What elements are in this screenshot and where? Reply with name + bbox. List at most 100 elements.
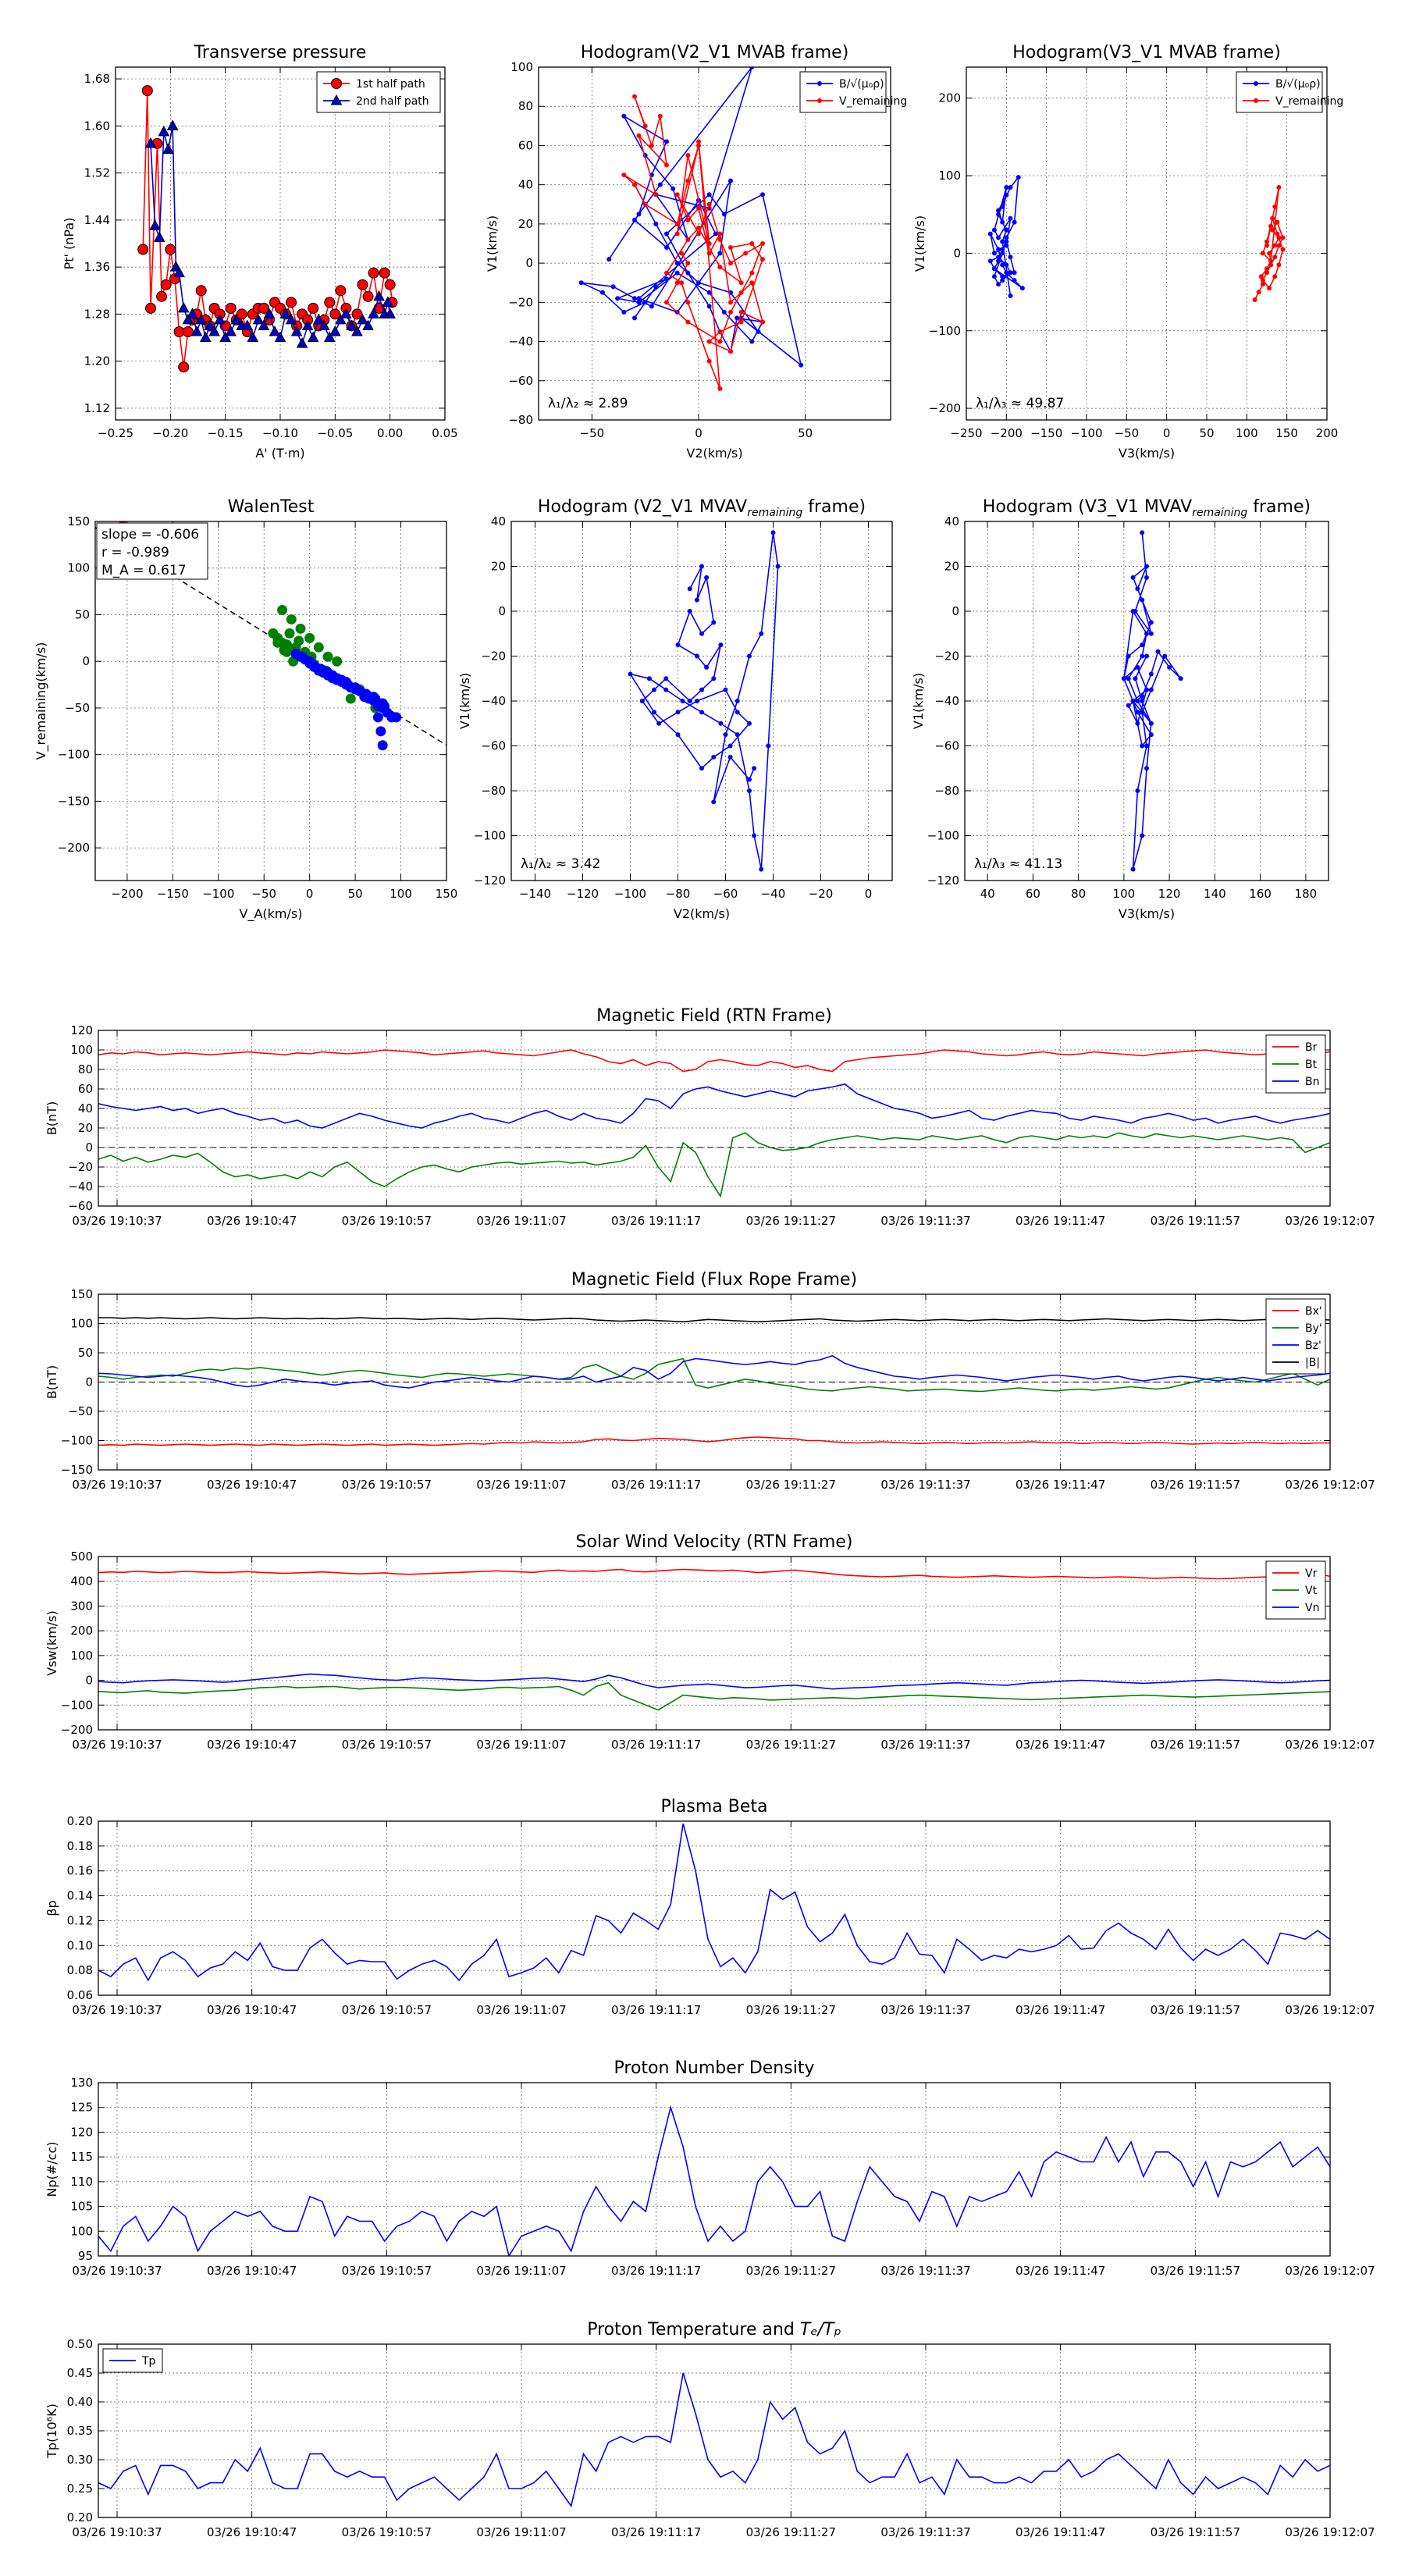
- data-point: [694, 699, 699, 703]
- data-point: [760, 257, 765, 262]
- chart-mag-fr: −150 −100 −50 0 50 100 150 03/26 19:10:37 03/26 …: [44, 1270, 1375, 1492]
- chart-title: WalenTest: [228, 497, 315, 517]
- chart-title: Magnetic Field (Flux Rope Frame): [571, 1270, 857, 1290]
- chart-proton-density: 95 100 105 110 115 120 125 130 03/26 19:10:37 03/…: [44, 2058, 1375, 2278]
- y-tick-label: 0.06: [67, 1988, 93, 2002]
- data-point: [335, 285, 347, 297]
- data-point: [359, 688, 370, 699]
- y-tick-label: 60: [518, 138, 533, 152]
- legend-marker: [331, 78, 342, 89]
- x-tick-label: 03/26 19:11:27: [746, 1738, 836, 1752]
- data-point: [1270, 227, 1275, 233]
- data-point: [600, 290, 605, 295]
- data-point: [996, 235, 1001, 240]
- y-axis-label: V1(km/s): [457, 673, 472, 729]
- data-point: [699, 710, 704, 715]
- data-point: [1008, 215, 1013, 221]
- y-tick-label: 40: [518, 178, 533, 192]
- x-tick-label: 03/26 19:11:17: [611, 2003, 701, 2017]
- data-point: [156, 290, 168, 302]
- y-tick-label: 200: [70, 1624, 93, 1638]
- data-point: [636, 296, 642, 301]
- y-tick-label: 125: [70, 2101, 93, 2115]
- chart-title: Hodogram (V2_V1 MVAVremaining frame): [538, 497, 866, 519]
- data-point: [996, 254, 1001, 260]
- data-point: [706, 358, 712, 364]
- data-point: [636, 300, 642, 305]
- data-point: [653, 284, 659, 290]
- x-tick-label: 180: [1295, 887, 1318, 901]
- x-tick-label: −0.25: [98, 426, 133, 440]
- data-point: [173, 266, 185, 278]
- y-tick-label: −80: [934, 784, 959, 798]
- x-tick-label: 0: [695, 426, 702, 440]
- data-point: [664, 162, 669, 168]
- data-point: [384, 279, 396, 290]
- data-point: [704, 664, 710, 670]
- data-point: [1004, 235, 1009, 240]
- data-point: [674, 192, 680, 197]
- x-tick-label: 200: [1316, 426, 1339, 440]
- x-tick-label: 03/26 19:11:37: [880, 2003, 970, 2017]
- data-point: [1264, 243, 1269, 248]
- data-point: [696, 225, 701, 230]
- x-tick-label: 160: [1249, 887, 1272, 901]
- data-point: [728, 245, 733, 251]
- data-point: [182, 326, 194, 337]
- y-tick-label: 0.40: [67, 2395, 93, 2409]
- x-tick-label: 03/26 19:12:07: [1285, 2264, 1375, 2278]
- x-tick-label: 03/26 19:11:27: [746, 1478, 836, 1492]
- data-point: [699, 631, 704, 636]
- data-point: [694, 653, 699, 659]
- chart-plasma-beta: 0.06 0.08 0.10 0.12 0.14 0.16 0.18 0.20 03/26 19…: [44, 1797, 1375, 2017]
- y-tick-label: 150: [67, 514, 90, 528]
- series-group: [98, 1317, 1330, 1446]
- data-point: [1258, 274, 1264, 279]
- data-point: [177, 301, 190, 313]
- x-tick-label: 03/26 19:10:47: [207, 2003, 297, 2017]
- x-tick-label: 03/26 19:11:57: [1151, 2003, 1240, 2017]
- y-tick-label: 0.50: [67, 2337, 93, 2351]
- data-point: [1135, 788, 1140, 793]
- data-point: [718, 720, 724, 726]
- data-point: [646, 676, 652, 681]
- y-tick-label: 100: [510, 60, 533, 74]
- x-tick-label: 03/26 19:10:57: [342, 1738, 432, 1752]
- data-point: [137, 244, 149, 255]
- data-point: [1272, 274, 1278, 279]
- y-tick-label: 0: [953, 246, 961, 260]
- x-tick-label: 03/26 19:10:47: [207, 2264, 297, 2278]
- y-tick-label: 1.52: [84, 166, 110, 180]
- data-point: [1000, 219, 1005, 225]
- x-tick-label: 03/26 19:11:47: [1016, 1214, 1105, 1228]
- series-group: [98, 1049, 1330, 1198]
- data-point: [322, 651, 333, 662]
- data-point: [149, 219, 161, 230]
- fit-annotation-line: M_A = 0.617: [101, 563, 187, 578]
- x-tick-label: 03/26 19:11:57: [1151, 2264, 1240, 2278]
- data-point: [766, 743, 771, 749]
- plot-frame: [966, 66, 1328, 421]
- y-tick-label: 0.08: [67, 1963, 93, 1977]
- x-tick-label: 03/26 19:10:47: [207, 1738, 297, 1752]
- series-line-By': [98, 1357, 1330, 1393]
- data-point: [738, 319, 744, 325]
- y-tick-label: −60: [508, 374, 533, 388]
- data-point: [696, 231, 701, 237]
- x-tick-label: 03/26 19:11:07: [476, 1214, 566, 1228]
- y-axis-label: V1(km/s): [912, 215, 927, 272]
- x-tick-label: 03/26 19:11:47: [1016, 2003, 1105, 2017]
- x-axis-label: V_A(km/s): [240, 906, 303, 922]
- chart-walen-test: −200 −150 −100 −50 0 50 100 150 −200 −150 −100 −50 0…: [34, 497, 457, 922]
- data-point: [987, 258, 993, 264]
- data-point: [687, 699, 692, 703]
- data-point: [351, 325, 363, 336]
- x-tick-label: −0.05: [317, 426, 353, 440]
- data-point: [699, 766, 704, 771]
- data-point: [351, 308, 363, 320]
- data-point: [717, 339, 723, 344]
- data-point: [621, 173, 627, 178]
- y-tick-label: 0: [85, 1140, 93, 1155]
- y-tick-label: 0.20: [67, 1814, 93, 1828]
